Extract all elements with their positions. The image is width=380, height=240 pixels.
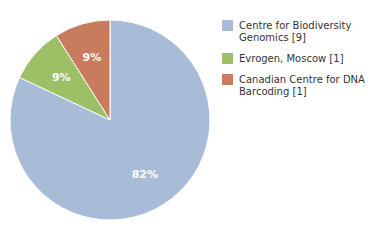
data-labels: 82% 9% 9% [52, 51, 158, 181]
legend-swatch [222, 20, 233, 31]
legend-label-line: Evrogen, Moscow [1] [239, 53, 344, 64]
chart: 82% 9% 9% Centre for BiodiversityGenomics [… [0, 0, 380, 240]
data-label: 9% [83, 51, 102, 64]
legend-item: Canadian Centre for DNABarcoding [1] [222, 74, 365, 97]
legend-label-line: Canadian Centre for DNA [239, 74, 365, 85]
legend-label: Evrogen, Moscow [1] [239, 53, 344, 64]
legend-label-line: Genomics [9] [239, 32, 306, 43]
data-label: 9% [52, 71, 71, 84]
legend-label-line: Centre for Biodiversity [239, 20, 352, 31]
legend: Centre for BiodiversityGenomics [9] Evrog… [222, 20, 365, 97]
legend-swatch [222, 53, 233, 64]
data-label: 82% [132, 168, 158, 181]
pie [10, 20, 210, 220]
legend-item: Evrogen, Moscow [1] [222, 53, 344, 65]
legend-label: Canadian Centre for DNABarcoding [1] [239, 74, 365, 97]
legend-label: Centre for BiodiversityGenomics [9] [239, 20, 352, 43]
legend-label-line: Barcoding [1] [239, 86, 307, 97]
legend-item: Centre for BiodiversityGenomics [9] [222, 20, 352, 43]
pie-slice [10, 20, 210, 220]
legend-swatch [222, 74, 233, 85]
